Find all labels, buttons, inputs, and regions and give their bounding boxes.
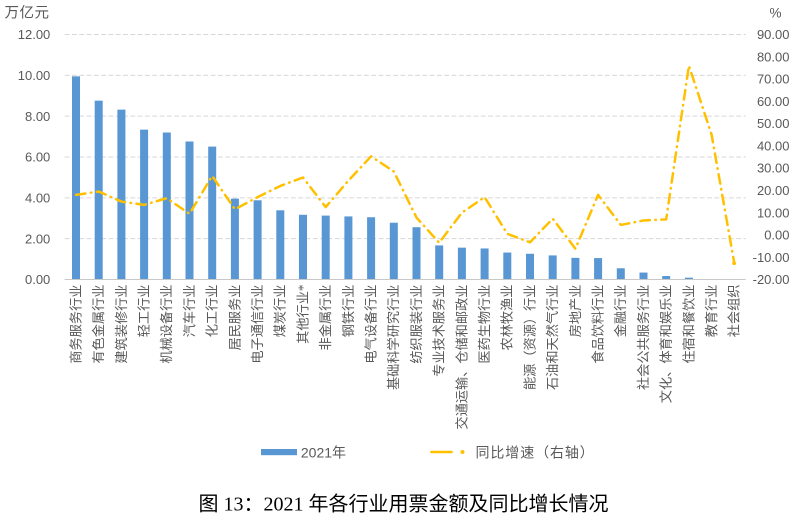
svg-text:10.00: 10.00: [18, 68, 51, 83]
svg-text:社会组织: 社会组织: [727, 285, 742, 338]
svg-text:万亿元: 万亿元: [5, 5, 50, 22]
svg-text:纺织服装行业: 纺织服装行业: [409, 285, 424, 364]
svg-text:70.00: 70.00: [757, 72, 790, 87]
svg-text:2.00: 2.00: [25, 231, 50, 246]
svg-text:8.00: 8.00: [25, 109, 50, 124]
svg-text:40.00: 40.00: [757, 138, 790, 153]
svg-text:非金属行业: 非金属行业: [318, 285, 333, 351]
svg-text:文化、体育和娱乐业: 文化、体育和娱乐业: [659, 285, 674, 404]
svg-text:2021年: 2021年: [301, 445, 346, 461]
svg-text:30.00: 30.00: [757, 161, 790, 176]
svg-text:同比增速（右轴）: 同比增速（右轴）: [476, 445, 595, 461]
svg-text:居民服务业: 居民服务业: [227, 285, 242, 351]
svg-text:10.00: 10.00: [757, 205, 790, 220]
svg-text:电子通信行业: 电子通信行业: [250, 285, 265, 364]
svg-text:-10.00: -10.00: [753, 250, 790, 265]
svg-text:90.00: 90.00: [757, 27, 790, 42]
svg-text:基础科学研究行业: 基础科学研究行业: [386, 285, 401, 391]
svg-text:有色金属行业: 有色金属行业: [90, 285, 106, 364]
svg-text:钢铁行业: 钢铁行业: [341, 285, 356, 338]
svg-text:教育行业: 教育行业: [704, 285, 719, 338]
svg-text:交通运输、仓储和邮政业: 交通运输、仓储和邮政业: [453, 285, 469, 430]
svg-text:12.00: 12.00: [18, 27, 51, 42]
svg-text:汽车行业: 汽车行业: [181, 285, 197, 338]
svg-text:农林牧渔业: 农林牧渔业: [500, 285, 515, 351]
svg-text:%: %: [769, 6, 781, 21]
svg-text:社会公共服务行业: 社会公共服务行业: [636, 285, 651, 391]
svg-text:图 13：2021 年各行业用票金额及同比增长情况: 图 13：2021 年各行业用票金额及同比增长情况: [199, 493, 609, 516]
svg-text:医药生物行业: 医药生物行业: [477, 285, 492, 364]
svg-text:50.00: 50.00: [757, 116, 790, 131]
svg-text:6.00: 6.00: [25, 150, 50, 165]
svg-text:80.00: 80.00: [757, 49, 790, 64]
svg-text:0.00: 0.00: [25, 272, 50, 287]
svg-text:建筑装修行业: 建筑装修行业: [114, 285, 129, 364]
svg-text:机械设备行业: 机械设备行业: [158, 285, 174, 364]
svg-text:电气设备行业: 电气设备行业: [363, 285, 379, 364]
svg-text:0.00: 0.00: [764, 228, 789, 243]
svg-text:商务服务行业: 商务服务行业: [68, 285, 83, 364]
svg-text:房地产业: 房地产业: [568, 285, 583, 338]
svg-text:60.00: 60.00: [757, 94, 790, 109]
svg-text:20.00: 20.00: [757, 183, 790, 198]
svg-text:金融行业: 金融行业: [613, 285, 628, 338]
svg-text:其他行业*: 其他行业*: [295, 285, 310, 344]
svg-text:化工行业: 化工行业: [205, 285, 220, 338]
svg-text:能源（资源）行业: 能源（资源）行业: [522, 285, 537, 391]
svg-text:住宿和餐饮业: 住宿和餐饮业: [680, 285, 696, 364]
svg-text:食品饮料行业: 食品饮料行业: [590, 285, 606, 364]
svg-text:4.00: 4.00: [25, 190, 50, 205]
svg-text:-20.00: -20.00: [753, 272, 790, 287]
svg-text:专业技术服务业: 专业技术服务业: [432, 284, 447, 376]
svg-text:轻工行业: 轻工行业: [137, 285, 152, 338]
svg-text:石油和天然气行业: 石油和天然气行业: [544, 285, 560, 391]
svg-text:煤炭行业: 煤炭行业: [273, 285, 288, 338]
